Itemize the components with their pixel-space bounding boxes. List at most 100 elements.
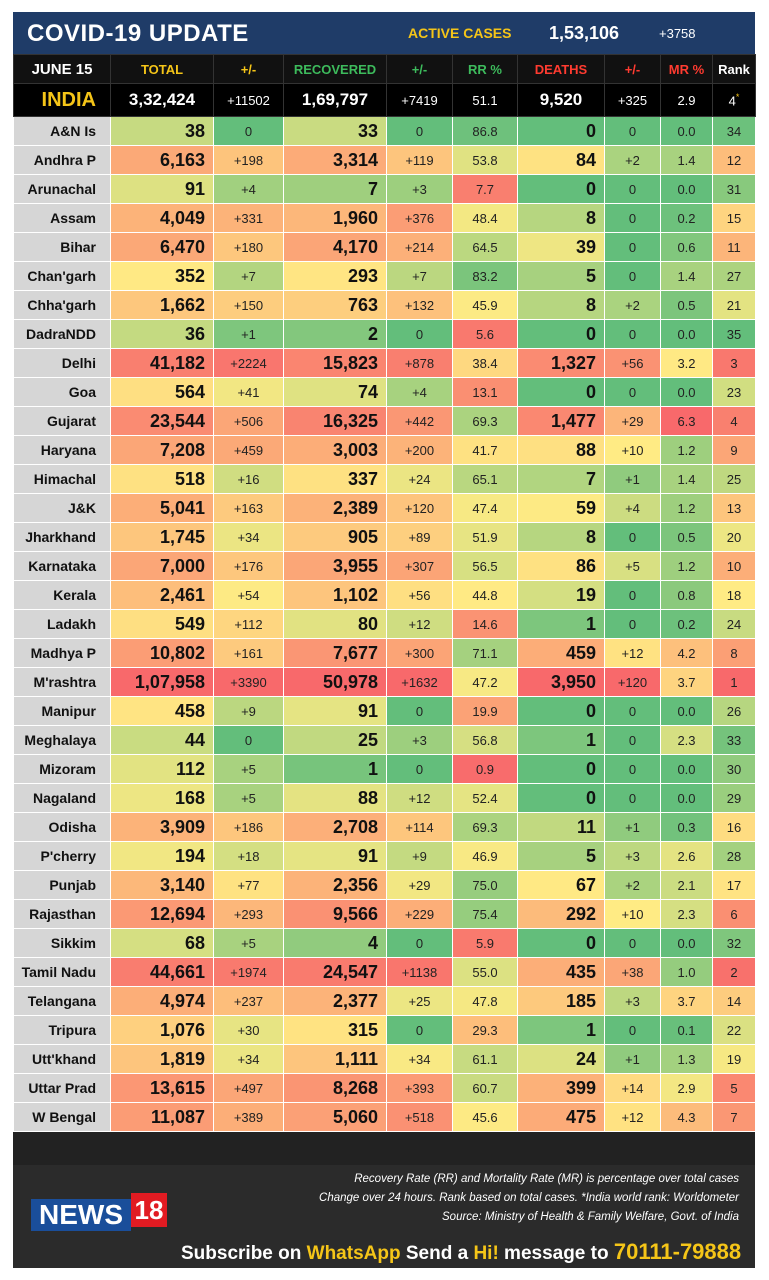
state-rr: 19.9 bbox=[452, 696, 518, 726]
state-name: Manipur bbox=[13, 696, 111, 726]
state-rank: 28 bbox=[712, 841, 756, 871]
state-d-deaths: 0 bbox=[604, 174, 661, 204]
footer-note-source: Source: Ministry of Health & Family Welf… bbox=[442, 1211, 739, 1223]
state-d-rec: 0 bbox=[386, 754, 453, 784]
state-recovered: 91 bbox=[283, 841, 387, 871]
state-row: Chan'garh 352 +7 293 +7 83.2 5 0 1.4 27 bbox=[13, 261, 756, 291]
state-name: J&K bbox=[13, 493, 111, 523]
state-d-deaths: 0 bbox=[604, 928, 661, 958]
state-deaths: 8 bbox=[517, 203, 605, 233]
state-d-deaths: +12 bbox=[604, 638, 661, 668]
state-deaths: 7 bbox=[517, 464, 605, 494]
state-recovered: 1,111 bbox=[283, 1044, 387, 1074]
state-rr: 60.7 bbox=[452, 1073, 518, 1103]
state-mr: 0.5 bbox=[660, 290, 713, 320]
state-total: 36 bbox=[110, 319, 214, 349]
state-rr: 65.1 bbox=[452, 464, 518, 494]
state-name: Bihar bbox=[13, 232, 111, 262]
state-rank: 17 bbox=[712, 870, 756, 900]
state-rr: 14.6 bbox=[452, 609, 518, 639]
state-deaths: 11 bbox=[517, 812, 605, 842]
state-name: Haryana bbox=[13, 435, 111, 465]
state-name: Delhi bbox=[13, 348, 111, 378]
state-rr: 5.9 bbox=[452, 928, 518, 958]
state-total: 194 bbox=[110, 841, 214, 871]
state-d-total: +237 bbox=[213, 986, 284, 1016]
state-d-total: 0 bbox=[213, 725, 284, 755]
state-deaths: 0 bbox=[517, 319, 605, 349]
state-rr: 61.1 bbox=[452, 1044, 518, 1074]
state-total: 11,087 bbox=[110, 1102, 214, 1132]
state-row: DadraNDD 36 +1 2 0 5.6 0 0 0.0 35 bbox=[13, 319, 756, 349]
state-name: Kerala bbox=[13, 580, 111, 610]
india-rank-value: 4 bbox=[728, 93, 736, 109]
state-recovered: 33 bbox=[283, 116, 387, 146]
state-d-rec: 0 bbox=[386, 319, 453, 349]
state-total: 3,909 bbox=[110, 812, 214, 842]
state-d-deaths: 0 bbox=[604, 783, 661, 813]
state-d-rec: +56 bbox=[386, 580, 453, 610]
state-row: Goa 564 +41 74 +4 13.1 0 0 0.0 23 bbox=[13, 377, 756, 407]
state-deaths: 19 bbox=[517, 580, 605, 610]
state-d-rec: +9 bbox=[386, 841, 453, 871]
state-d-rec: +12 bbox=[386, 609, 453, 639]
state-name: Madhya P bbox=[13, 638, 111, 668]
state-d-total: +112 bbox=[213, 609, 284, 639]
state-d-total: +41 bbox=[213, 377, 284, 407]
state-rr: 55.0 bbox=[452, 957, 518, 987]
state-row: Ladakh 549 +112 80 +12 14.6 1 0 0.2 24 bbox=[13, 609, 756, 639]
subscribe-line: Subscribe on WhatsApp Send a Hi! message… bbox=[181, 1239, 741, 1265]
state-deaths: 84 bbox=[517, 145, 605, 175]
india-rr: 51.1 bbox=[452, 83, 518, 117]
state-name: Rajasthan bbox=[13, 899, 111, 929]
state-mr: 2.6 bbox=[660, 841, 713, 871]
state-mr: 0.1 bbox=[660, 1015, 713, 1045]
state-row: M'rashtra 1,07,958 +3390 50,978 +1632 47.2 3,9… bbox=[13, 667, 756, 697]
state-total: 564 bbox=[110, 377, 214, 407]
state-total: 6,163 bbox=[110, 145, 214, 175]
state-mr: 1.2 bbox=[660, 493, 713, 523]
state-d-deaths: 0 bbox=[604, 1015, 661, 1045]
state-rank: 6 bbox=[712, 899, 756, 929]
state-name: Andhra P bbox=[13, 145, 111, 175]
state-rank: 2 bbox=[712, 957, 756, 987]
state-rank: 12 bbox=[712, 145, 756, 175]
state-row: Bihar 6,470 +180 4,170 +214 64.5 39 0 0.6 11 bbox=[13, 232, 756, 262]
state-deaths: 8 bbox=[517, 290, 605, 320]
state-recovered: 2,708 bbox=[283, 812, 387, 842]
state-mr: 6.3 bbox=[660, 406, 713, 436]
column-header: +/- bbox=[213, 54, 284, 84]
state-rr: 53.8 bbox=[452, 145, 518, 175]
state-d-deaths: 0 bbox=[604, 580, 661, 610]
state-row: Telangana 4,974 +237 2,377 +25 47.8 185 +3 3.7 14 bbox=[13, 986, 756, 1016]
state-rank: 13 bbox=[712, 493, 756, 523]
state-mr: 1.2 bbox=[660, 435, 713, 465]
state-row: A&N Is 38 0 33 0 86.8 0 0 0.0 34 bbox=[13, 116, 756, 146]
state-deaths: 0 bbox=[517, 696, 605, 726]
state-d-rec: +442 bbox=[386, 406, 453, 436]
state-d-deaths: +1 bbox=[604, 464, 661, 494]
state-d-deaths: +3 bbox=[604, 986, 661, 1016]
whatsapp-number: 70111-79888 bbox=[613, 1239, 742, 1264]
india-rank: 4* bbox=[712, 83, 756, 117]
state-d-deaths: +1 bbox=[604, 1044, 661, 1074]
state-d-deaths: 0 bbox=[604, 261, 661, 291]
state-rr: 56.8 bbox=[452, 725, 518, 755]
state-deaths: 3,950 bbox=[517, 667, 605, 697]
state-d-deaths: +29 bbox=[604, 406, 661, 436]
state-rank: 4 bbox=[712, 406, 756, 436]
state-total: 41,182 bbox=[110, 348, 214, 378]
state-rr: 69.3 bbox=[452, 406, 518, 436]
state-rank: 11 bbox=[712, 232, 756, 262]
state-recovered: 2,356 bbox=[283, 870, 387, 900]
state-recovered: 16,325 bbox=[283, 406, 387, 436]
state-rank: 19 bbox=[712, 1044, 756, 1074]
state-d-deaths: +56 bbox=[604, 348, 661, 378]
state-rr: 75.0 bbox=[452, 870, 518, 900]
state-d-deaths: +12 bbox=[604, 1102, 661, 1132]
state-deaths: 0 bbox=[517, 783, 605, 813]
state-total: 23,544 bbox=[110, 406, 214, 436]
state-mr: 0.0 bbox=[660, 319, 713, 349]
state-name: DadraNDD bbox=[13, 319, 111, 349]
state-d-deaths: 0 bbox=[604, 116, 661, 146]
